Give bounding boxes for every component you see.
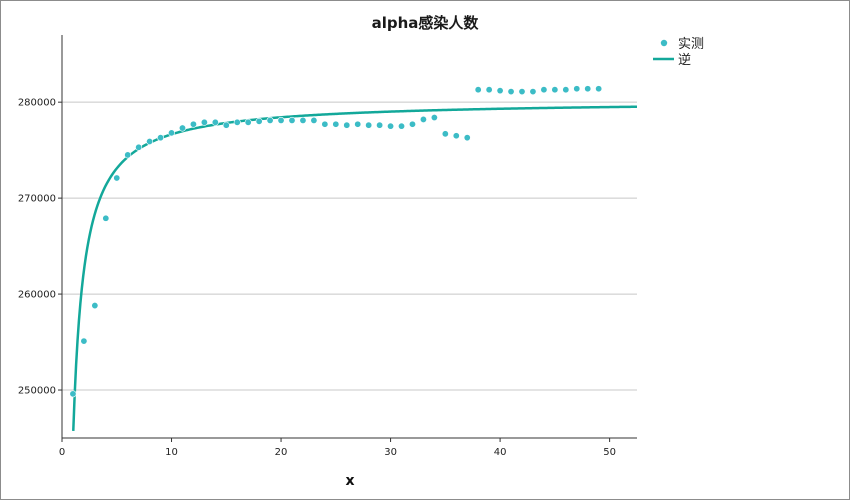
data-point <box>398 122 406 130</box>
data-point <box>69 390 77 398</box>
data-point <box>211 118 219 126</box>
data-point <box>102 214 110 222</box>
data-point <box>376 121 384 129</box>
data-point <box>408 120 416 128</box>
data-point <box>441 130 449 138</box>
data-point <box>222 121 230 129</box>
x-tick-label: 0 <box>59 447 65 458</box>
data-point <box>146 138 154 146</box>
data-point <box>255 117 263 125</box>
data-point <box>354 120 362 128</box>
chart-title: alpha感染人数 <box>372 14 480 32</box>
x-tick-label: 30 <box>384 447 397 458</box>
y-tick-label: 250000 <box>18 386 56 397</box>
data-point <box>419 115 427 123</box>
data-point <box>551 86 559 94</box>
data-point <box>485 86 493 94</box>
data-point <box>157 134 165 142</box>
data-point <box>474 86 482 94</box>
data-point <box>233 118 241 126</box>
data-point <box>299 116 307 124</box>
data-point <box>540 86 548 94</box>
y-tick-label: 270000 <box>18 194 56 205</box>
data-point <box>595 85 603 93</box>
x-tick-label: 20 <box>275 447 288 458</box>
scatter-points <box>69 85 603 398</box>
fit-curve-layer <box>72 105 638 432</box>
data-point <box>496 87 504 95</box>
data-point <box>332 120 340 128</box>
legend: 实测 逆 <box>653 37 704 68</box>
data-point <box>321 120 329 128</box>
data-point <box>288 116 296 124</box>
data-point <box>124 151 132 159</box>
data-point <box>189 120 197 128</box>
data-point <box>277 116 285 124</box>
x-tick-label: 10 <box>165 447 178 458</box>
data-point <box>430 114 438 122</box>
y-tick-label: 280000 <box>18 98 56 109</box>
data-point <box>200 118 208 126</box>
legend-label-fit: 逆 <box>678 52 691 68</box>
fit-curve-inverse <box>72 105 638 432</box>
data-point <box>518 88 526 96</box>
data-point <box>113 174 121 182</box>
data-point <box>266 116 274 124</box>
data-point <box>463 134 471 142</box>
data-point <box>310 116 318 124</box>
data-point <box>452 132 460 140</box>
data-point <box>387 122 395 130</box>
y-tick-label: 260000 <box>18 290 56 301</box>
data-point <box>80 337 88 345</box>
data-point <box>507 88 515 96</box>
data-point <box>91 302 99 310</box>
x-tick-label: 50 <box>603 447 616 458</box>
data-point <box>529 88 537 96</box>
x-axis-label: x <box>345 473 354 489</box>
data-point <box>584 85 592 93</box>
data-point <box>562 86 570 94</box>
data-point <box>365 121 373 129</box>
x-tick-label: 40 <box>494 447 507 458</box>
data-point <box>135 143 143 151</box>
data-point <box>178 124 186 132</box>
tick-labels: 250000 260000 270000 280000 0 10 20 30 40 50 <box>18 98 616 458</box>
data-point <box>168 129 176 137</box>
data-point <box>343 121 351 129</box>
data-point <box>573 85 581 93</box>
axes <box>58 35 637 442</box>
legend-marker-observed <box>660 39 668 47</box>
data-point <box>244 118 252 126</box>
gridlines <box>62 101 637 391</box>
legend-label-observed: 实测 <box>678 37 704 52</box>
